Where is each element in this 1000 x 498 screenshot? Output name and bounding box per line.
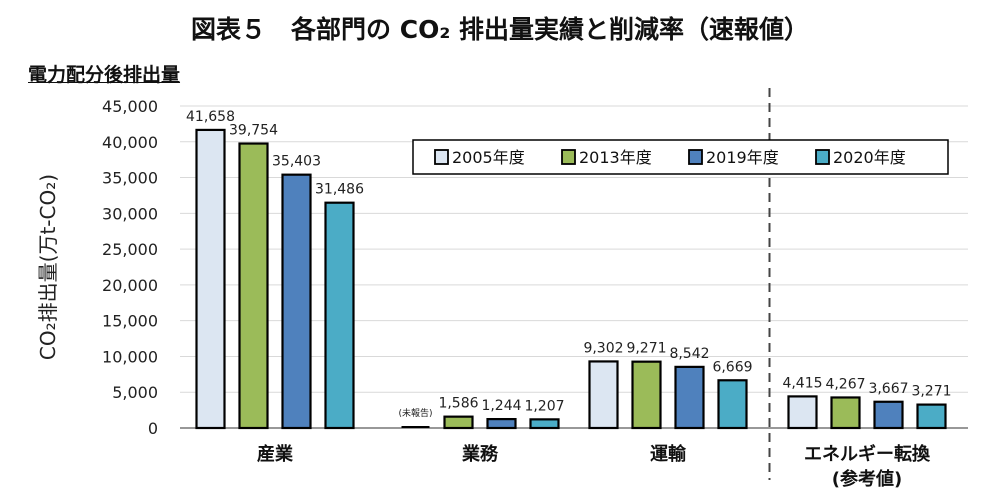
data-label: 39,754 (229, 123, 278, 139)
bar (324, 201, 355, 430)
x-tick-label: 業務 (461, 443, 499, 465)
x-tick-label: 産業 (257, 443, 294, 465)
y-tick-label: 25,000 (102, 240, 158, 259)
x-tick-label: 運輸 (650, 443, 687, 465)
bar (281, 173, 312, 430)
legend-label: 2020年度 (833, 148, 906, 167)
legend-swatch (815, 149, 830, 165)
y-tick-label: 10,000 (102, 347, 158, 366)
data-label: 35,403 (272, 154, 321, 170)
y-tick-label: 20,000 (102, 276, 158, 295)
data-label: 3,271 (911, 384, 951, 400)
x-tick-label: エネルギー転換 (804, 443, 931, 465)
bar (443, 415, 474, 430)
data-label: (未報告) (398, 407, 432, 419)
bar (674, 365, 705, 430)
legend-label: 2019年度 (706, 148, 779, 167)
bar (830, 396, 861, 430)
legend-swatch (561, 149, 576, 165)
y-axis-label: CO₂排出量(万t-CO₂) (36, 174, 60, 360)
data-label: 4,415 (782, 375, 822, 391)
y-tick-label: 30,000 (102, 204, 158, 223)
data-label: 6,669 (712, 359, 752, 375)
data-label: 4,267 (825, 376, 865, 392)
legend-box (412, 139, 949, 175)
legend-swatch (434, 149, 449, 165)
y-tick-label: 0 (148, 419, 158, 438)
bar (916, 403, 947, 430)
data-label: 1,244 (481, 398, 521, 414)
bar (717, 379, 748, 430)
data-label: 9,271 (626, 341, 666, 357)
bar (486, 417, 517, 430)
y-tick-label: 40,000 (102, 133, 158, 152)
bar (873, 400, 904, 430)
bar (195, 128, 226, 430)
legend-label: 2005年度 (452, 148, 525, 167)
chart-title: 図表５ 各部門の CO₂ 排出量実績と削減率（速報値） (191, 15, 809, 44)
data-label: 3,667 (868, 381, 908, 397)
y-tick-label: 5,000 (112, 383, 158, 402)
bar (529, 418, 560, 430)
bars (195, 128, 947, 430)
bar (787, 395, 818, 430)
bar (588, 360, 619, 430)
x-tick-label: (参考値) (832, 468, 902, 490)
data-label: 9,302 (583, 340, 623, 356)
data-label: 1,207 (524, 398, 564, 414)
data-label: 1,586 (438, 396, 478, 412)
y-tick-label: 45,000 (102, 97, 158, 116)
data-label: 31,486 (315, 182, 364, 198)
y-tick-label: 35,000 (102, 169, 158, 188)
bar (631, 360, 662, 430)
y-axis: 0 5,000 10,000 15,000 20,000 25,000 30,000 35,0… (102, 97, 158, 438)
chart-subtitle: 電力配分後排出量 (28, 64, 181, 86)
legend-label: 2013年度 (579, 148, 652, 167)
data-label: 8,542 (669, 346, 709, 362)
legend: 2005年度 2013年度 2019年度 2020年度 (412, 139, 949, 175)
y-tick-label: 15,000 (102, 312, 158, 331)
data-label: 41,658 (186, 109, 235, 125)
bar (238, 142, 269, 430)
legend-swatch (688, 149, 703, 165)
